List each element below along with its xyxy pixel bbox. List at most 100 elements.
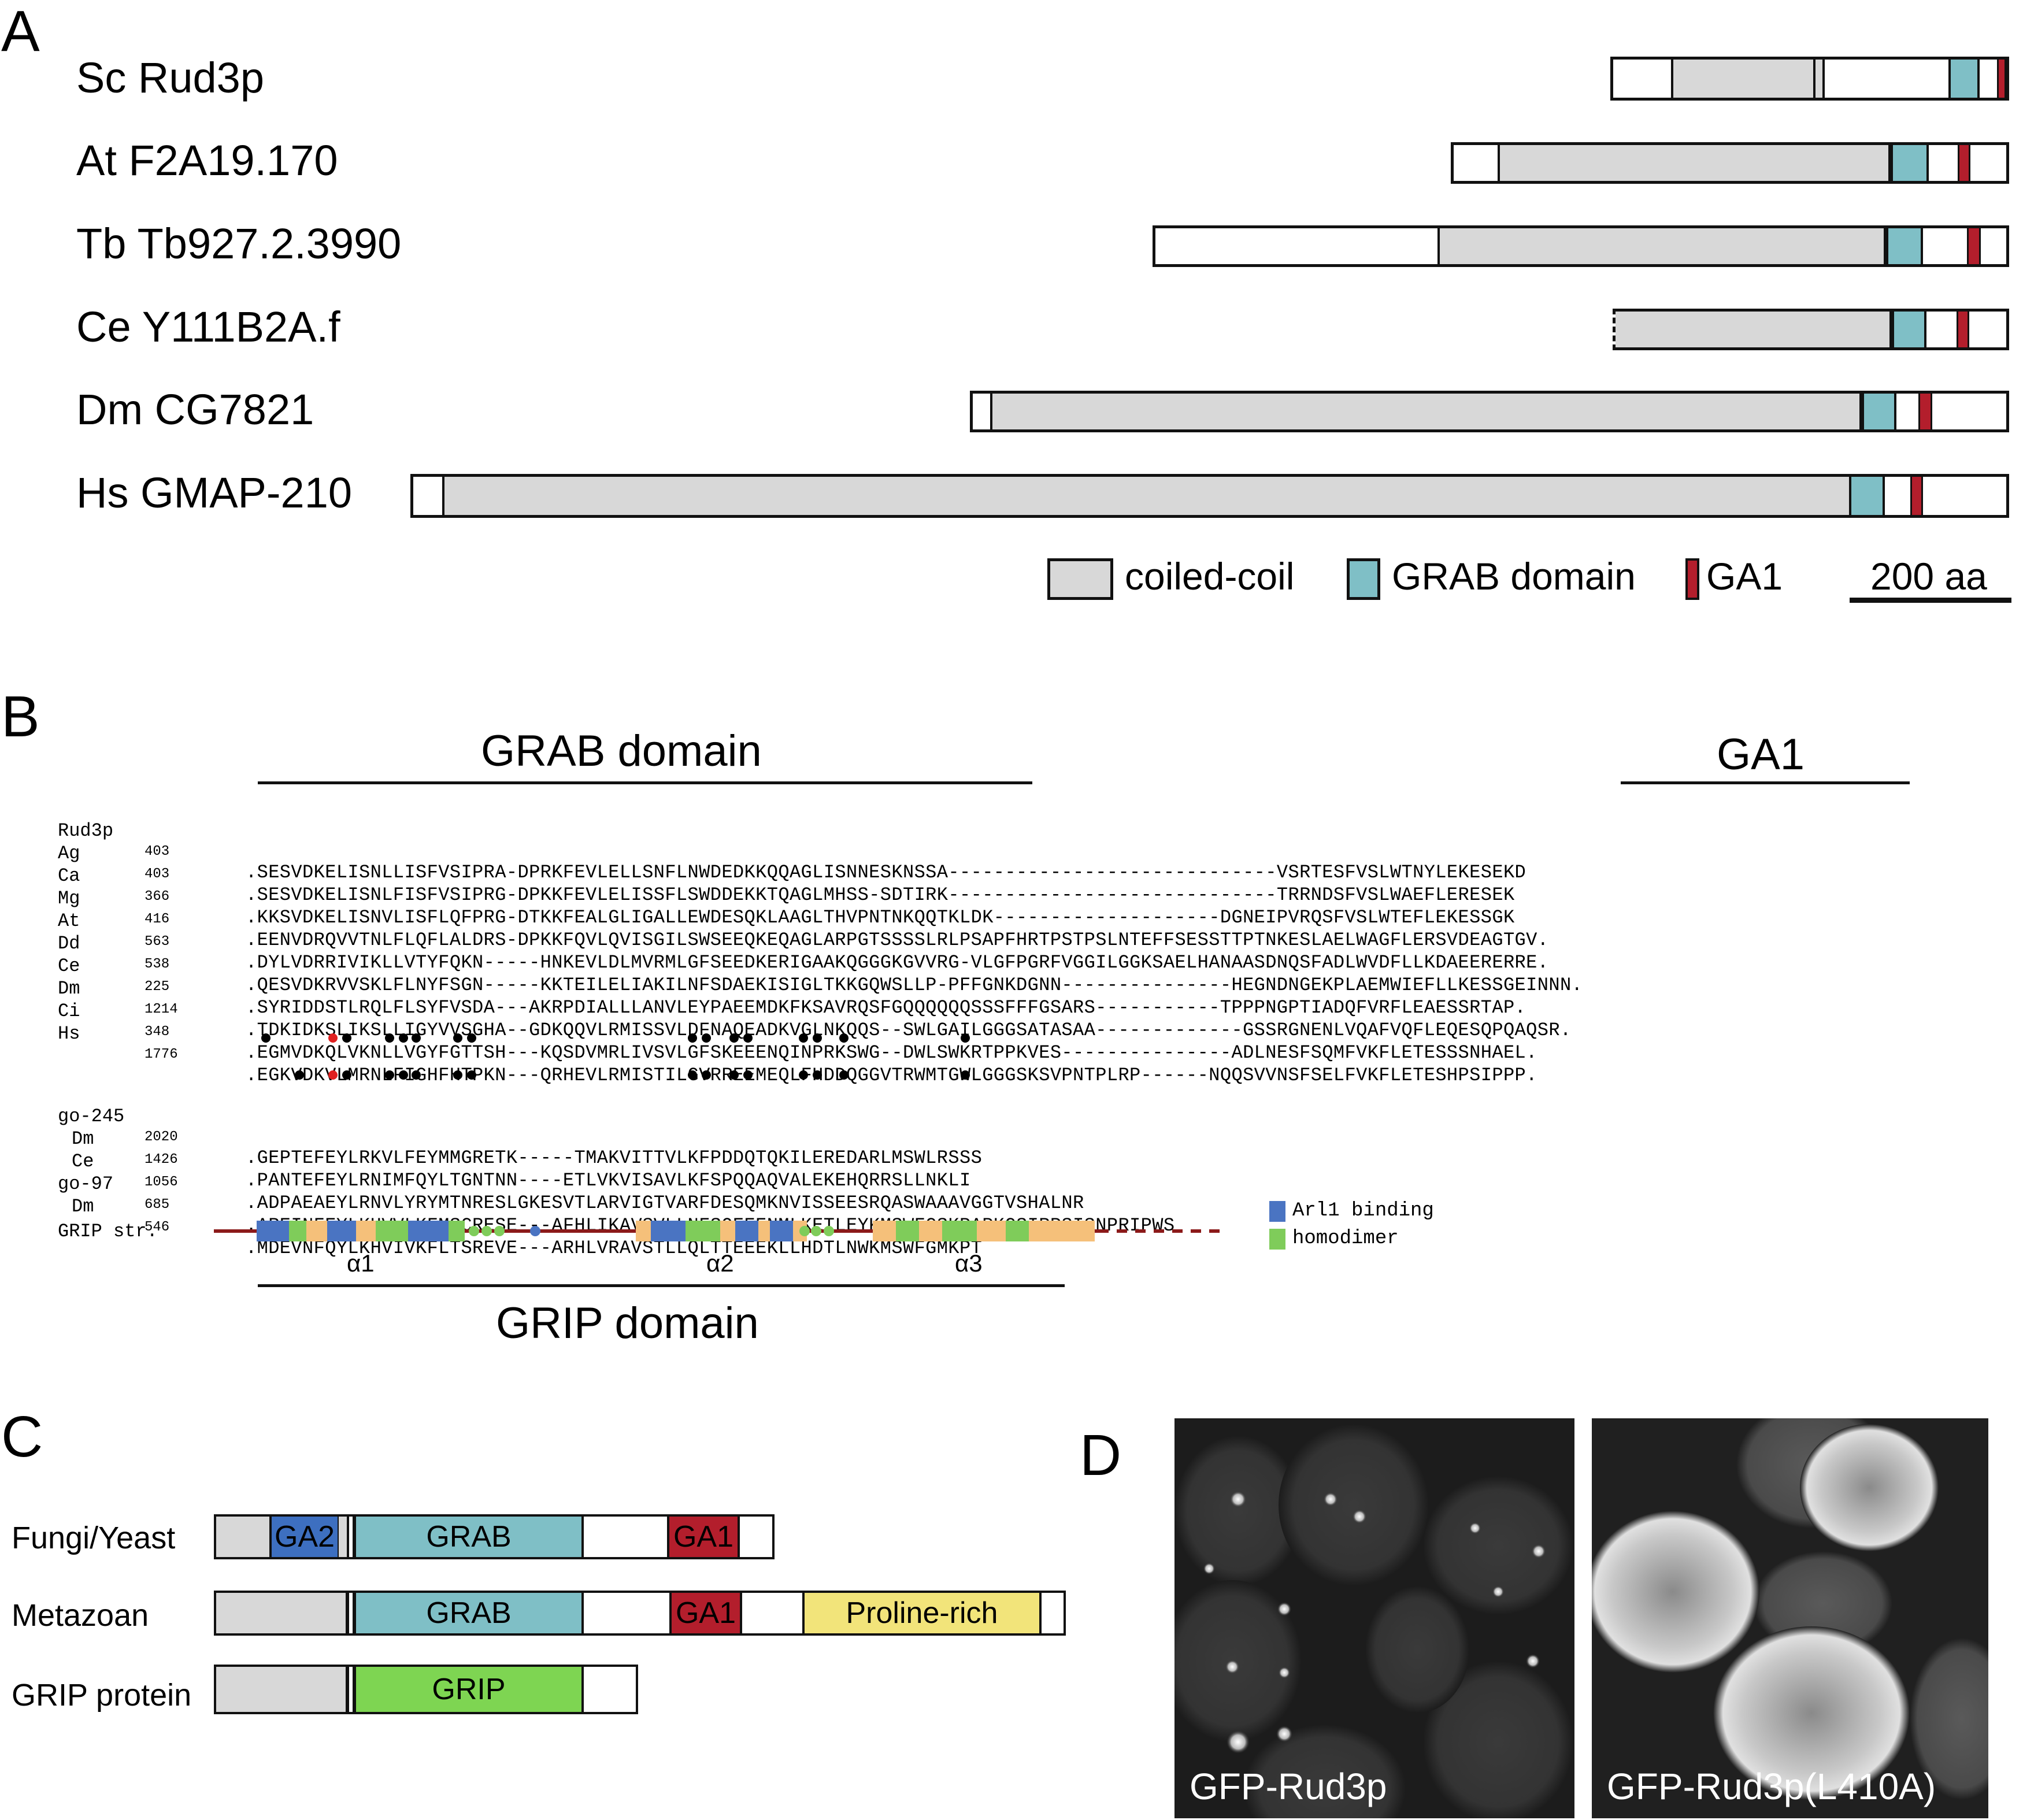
coiled-coil-segment: [1671, 60, 1815, 98]
arl1-binding-segment: [770, 1221, 793, 1241]
conservation-dot-red: [328, 1033, 338, 1043]
legend-ga1-swatch: [1685, 558, 1699, 600]
sequence-residues: .TDKIDKSLIKSLLIGYVVSGHA--GDKQQVLRMISSVLD…: [246, 1020, 1572, 1041]
sequence-name: go-245: [58, 1106, 125, 1127]
alignment-row: Dd 538 .QESVDKRVVSKLFLNYFSGN-----KKTEILE…: [58, 913, 1583, 996]
conservation-dot: [385, 1070, 394, 1080]
alignment-row: go-245 2020 .GEPTEFEYLRKVLFEYMMGRETK----…: [58, 1085, 982, 1169]
conservation-dot: [813, 1033, 822, 1043]
conservation-dot: [385, 1033, 394, 1043]
sequence-name: Dm: [72, 1128, 94, 1150]
grip-domain-title: GRIP domain: [496, 1299, 759, 1348]
conservation-dot: [688, 1070, 697, 1080]
alignment-row: At 563 .DYLVDRRIVIKLLVTYFQKN-----HNKEVLD…: [58, 890, 1548, 973]
arl1-binding-segment: [735, 1221, 758, 1241]
alignment-row: Dm 1214 .TDKIDKSLIKSLLIGYVVSGHA--GDKQQVL…: [58, 958, 1571, 1041]
legend-homodimer-label: homodimer: [1292, 1228, 1399, 1250]
conservation-dot: [261, 1033, 271, 1043]
conservation-dot: [399, 1033, 408, 1043]
protein-bar-tb: [1153, 225, 2009, 267]
arl1-binding-segment: [651, 1221, 686, 1241]
grab-segment: [1849, 477, 1885, 515]
protein-label-hs: Hs GMAP-210: [76, 469, 353, 517]
homodimer-dot: [824, 1226, 834, 1236]
conservation-dot: [453, 1033, 462, 1043]
conservation-dot: [743, 1033, 753, 1043]
sequence-residues: .ADPAEAEYLRNVLYRYMTNRESLGKESVTLARVIGTVAR…: [246, 1192, 1084, 1214]
ga1-domain-box: GA1: [667, 1514, 740, 1559]
legend-grab-swatch: [1347, 558, 1380, 600]
protein-bar-ce: [1613, 309, 2009, 350]
homodimer-segment: [896, 1221, 919, 1241]
conservation-dot: [799, 1070, 808, 1080]
conservation-dot: [342, 1070, 351, 1080]
sequence-residues: .GEPTEFEYLRKVLFEYMMGRETK-----TMAKVITTVLK…: [246, 1147, 983, 1169]
sequence-residues: .EGKVDKVLMRNLFIGHFHTPKN---QRHEVLRMISTILG…: [246, 1065, 1537, 1086]
grip-domain-box: GRIP: [354, 1665, 584, 1714]
alignment-row: Rud3p 403 .SESVDKELISNLLISFVSIPRA-DPRKFE…: [58, 800, 1526, 883]
conservation-dot: [412, 1033, 421, 1043]
legend-arl1-label: Arl1 binding: [1292, 1200, 1434, 1222]
sequence-position: 1214: [144, 1002, 178, 1017]
domain-bar-grip: GRIP: [214, 1665, 638, 1714]
homodimer-dot: [469, 1226, 479, 1236]
sequence-position: 1776: [144, 1047, 178, 1062]
conservation-dot: [839, 1070, 849, 1080]
homodimer-dot: [811, 1226, 821, 1236]
protein-bar-hs: [410, 474, 2009, 518]
grey-segment: [216, 1593, 348, 1633]
grab-segment: [1862, 394, 1896, 429]
conservation-dot: [295, 1070, 304, 1080]
ga2-domain-box: GA2: [269, 1514, 340, 1559]
arl1-binding-segment: [257, 1221, 289, 1241]
helix-label-2: α2: [706, 1250, 734, 1277]
arl1-dot: [530, 1226, 540, 1236]
micrograph-mutant: GFP-Rud3p(L410A): [1592, 1418, 1988, 1818]
panel-a-letter: A: [1, 0, 40, 64]
legend-ga1-label: GA1: [1706, 555, 1783, 598]
sequence-name: Ag: [58, 843, 80, 864]
sequence-position: 563: [144, 934, 170, 950]
homodimer-segment: [376, 1221, 408, 1241]
micrograph-label-wild-type: GFP-Rud3p: [1190, 1766, 1387, 1807]
protein-label-sc-rud3p: Sc Rud3p: [76, 54, 264, 102]
ga1-bracket: [1621, 781, 1910, 784]
grip-structure-label: GRIP str.: [58, 1221, 158, 1242]
conservation-dot: [399, 1070, 408, 1080]
sequence-name: At: [58, 910, 80, 932]
sequence-position: 2020: [144, 1129, 178, 1145]
sequence-name: Dm: [58, 978, 80, 999]
grab-segment: [1886, 228, 1923, 264]
conservation-dot: [813, 1070, 822, 1080]
sequence-residues: .SESVDKELISNLFISFVSIPRG-DPKKFEVLELISSFLS…: [246, 884, 1515, 906]
coiled-coil-segment: [1813, 60, 1825, 98]
sequence-name: Ce: [58, 955, 80, 977]
grab-domain-box: GRAB: [354, 1514, 584, 1559]
sequence-residues: .EGMVDKQLVKNLLVGYFGTTSH---KQSDVMRLIVSVLG…: [246, 1042, 1537, 1063]
legend-arl1-swatch: [1269, 1201, 1285, 1222]
sequence-position: 403: [144, 844, 170, 859]
helix-label-1: α1: [347, 1250, 375, 1277]
alignment-row: Ca 366 .KKSVDKELISNVLISFLQFPRG-DTKKFEALG…: [58, 845, 1514, 928]
protein-bar-dm: [970, 391, 2009, 432]
coiled-coil-segment: [442, 477, 1852, 515]
ga1-title: GA1: [1717, 730, 1805, 779]
sequence-name: Mg: [58, 888, 80, 909]
panel-b-letter: B: [1, 684, 40, 749]
sequence-name: Ci: [58, 1000, 80, 1022]
homodimer-segment: [449, 1221, 465, 1241]
conservation-dot: [702, 1033, 711, 1043]
grab-domain-title: GRAB domain: [481, 726, 762, 776]
legend-grab-label: GRAB domain: [1392, 555, 1636, 598]
grab-segment: [1891, 145, 1929, 181]
conservation-dot: [702, 1070, 711, 1080]
conservation-dot: [467, 1033, 476, 1043]
grip-structure-track: [214, 1221, 1225, 1241]
grey-segment: [216, 1517, 271, 1557]
micrograph-mutant-image: [1592, 1418, 1988, 1800]
domain-row-label-grip: GRIP protein: [12, 1678, 192, 1712]
alignment-row: go-97 685 .AREINFEYLKHVVLKFMSCRESE---AFH…: [58, 1153, 1174, 1236]
sequence-position: 685: [144, 1197, 170, 1213]
legend-homodimer-swatch: [1269, 1229, 1285, 1250]
ga1-segment: [1918, 394, 1932, 429]
